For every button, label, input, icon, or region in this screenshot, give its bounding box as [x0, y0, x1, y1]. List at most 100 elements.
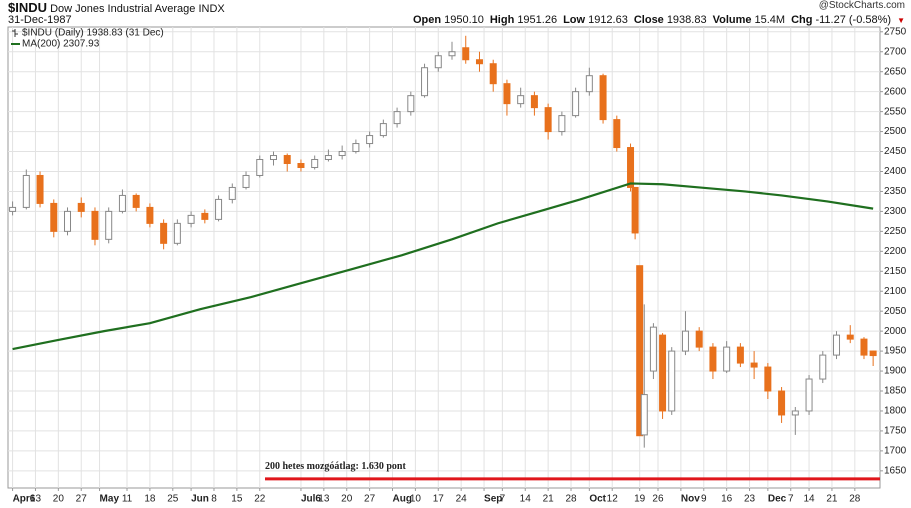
x-tick-label: 27: [364, 494, 376, 505]
candle-body: [805, 378, 813, 412]
y-tick-label: 2200: [884, 246, 907, 257]
x-tick-label: 24: [456, 494, 468, 505]
candle-body: [819, 354, 827, 380]
legend-label: MA(200) 2307.93: [22, 39, 100, 50]
candle-body: [869, 350, 877, 357]
x-tick-label: 7: [500, 494, 506, 505]
candle-body: [640, 394, 648, 436]
x-tick-label: Oct: [589, 494, 606, 505]
candle-body: [242, 174, 250, 188]
quote-item: Open 1950.10: [413, 14, 484, 26]
x-tick-label: 15: [231, 494, 243, 505]
x-tick-label: 8: [211, 494, 217, 505]
y-tick-label: 1850: [884, 386, 907, 397]
y-tick-label: 2450: [884, 146, 907, 157]
quote-item: Volume 15.4M: [713, 14, 786, 26]
candle-body: [530, 95, 538, 109]
quote-item: Close 1938.83: [634, 14, 707, 26]
quote-item: High 1951.26: [490, 14, 557, 26]
quote-value: 1938.83: [666, 14, 707, 26]
x-tick-label: Jul6: [301, 494, 321, 505]
quote-label: Chg: [791, 14, 813, 26]
candle-body: [393, 111, 401, 125]
quote-value: 1912.63: [588, 14, 628, 26]
candle-body: [599, 75, 607, 121]
candle-body: [627, 147, 635, 188]
candle-body: [77, 202, 85, 212]
subtitle: Dow Jones Industrial Average INDX: [50, 3, 225, 15]
candle-body: [297, 163, 305, 168]
candle-body: [338, 151, 346, 157]
quote-label: High: [489, 14, 515, 26]
quote-value: 1951.26: [517, 14, 558, 26]
candle-body: [215, 198, 223, 220]
quote-label: Low: [563, 14, 586, 26]
x-tick-label: 11: [122, 494, 133, 505]
y-tick-label: 2700: [884, 46, 907, 57]
candle-body: [462, 47, 470, 61]
candle-body: [105, 210, 113, 240]
y-tick-label: 1700: [884, 446, 907, 457]
x-tick-label: 7: [788, 494, 794, 505]
candle-body: [146, 206, 154, 224]
y-tick-label: 1650: [884, 465, 907, 476]
x-tick-label: Dec: [768, 494, 787, 505]
candle-body: [833, 334, 841, 356]
y-tick-label: 2100: [884, 286, 907, 297]
candle-body: [659, 334, 667, 412]
x-tick-label: 28: [849, 494, 861, 505]
x-tick-label: 26: [652, 494, 664, 505]
candle-body: [228, 186, 236, 200]
quote: Open 1950.10 High 1951.26 Low 1912.63 Close 193…: [413, 14, 905, 26]
y-tick-label: 2350: [884, 186, 907, 197]
quote-label: Close: [633, 14, 664, 26]
candle-body: [668, 350, 676, 412]
candle-body: [544, 107, 552, 133]
x-tick-label: 13: [318, 494, 330, 505]
x-tick-label: May: [100, 494, 120, 505]
candle-body: [723, 346, 731, 372]
candle-body: [64, 210, 72, 232]
y-tick-label: 1750: [884, 426, 907, 437]
candle-body: [160, 222, 168, 244]
candle-body: [736, 346, 744, 364]
candle-body: [366, 135, 374, 145]
x-tick-label: 9: [701, 494, 707, 505]
legend-swatch: [12, 29, 18, 37]
candle-body: [778, 390, 786, 416]
symbol: $INDU: [8, 0, 48, 15]
plot-frame: [7, 26, 881, 489]
candle-body: [631, 186, 639, 234]
candle-body: [613, 119, 621, 149]
candle-body: [22, 174, 30, 208]
candle-body: [36, 174, 44, 204]
candle-body: [750, 362, 758, 368]
x-tick-label: 17: [433, 494, 445, 505]
y-tick-label: 2500: [884, 126, 907, 137]
y-tick-label: 1800: [884, 406, 907, 417]
candle-body: [132, 194, 140, 208]
candle-body: [572, 91, 580, 117]
x-tick-label: Nov: [681, 494, 700, 505]
candle-body: [256, 159, 264, 176]
x-tick-label: 21: [543, 494, 555, 505]
candle-body: [269, 155, 277, 161]
candle-body: [91, 210, 99, 240]
y-tick-label: 2650: [884, 66, 907, 77]
y-tick-label: 2750: [884, 26, 907, 37]
candle-body: [709, 346, 717, 372]
candle-body: [636, 265, 644, 437]
source: @StockCharts.com: [818, 0, 905, 11]
candle-body: [517, 95, 525, 105]
candle-body: [558, 115, 566, 133]
x-tick-label: Apr6: [13, 494, 36, 505]
quote-label: Volume: [712, 14, 752, 26]
candle-body: [379, 123, 387, 137]
header-left: $INDU Dow Jones Industrial Average INDX: [8, 0, 225, 15]
date: 31-Dec-1987: [8, 14, 72, 26]
y-tick-label: 1950: [884, 346, 907, 357]
x-tick-label: 27: [76, 494, 88, 505]
candle-body: [764, 366, 772, 392]
